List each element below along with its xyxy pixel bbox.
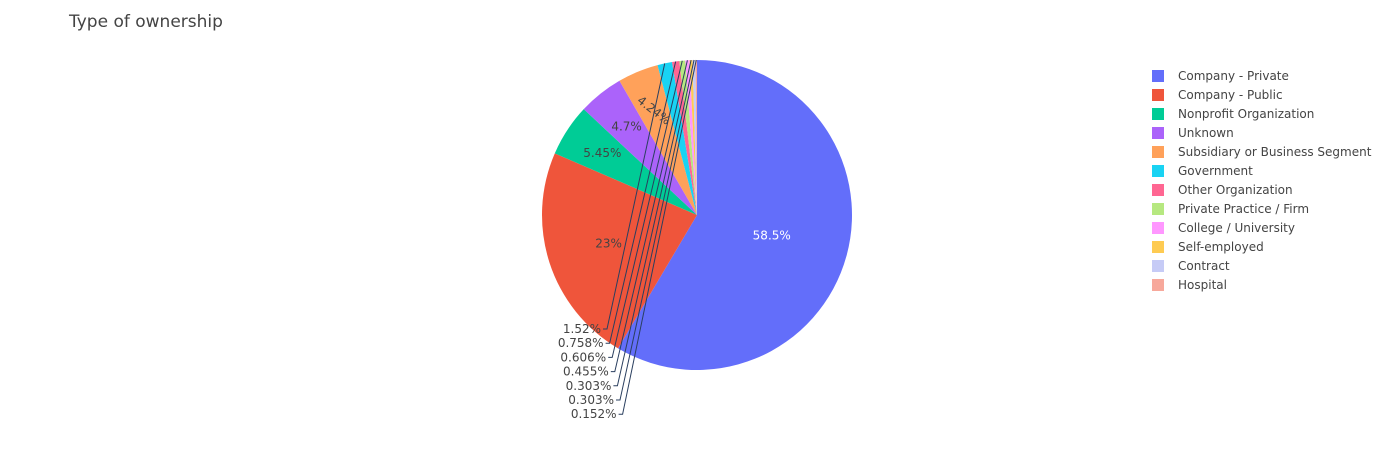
legend-label: Nonprofit Organization	[1178, 106, 1315, 121]
pie-slice-subsidiary-or-business-segment[interactable]	[619, 65, 697, 216]
pie-slice-self-employed[interactable]	[689, 60, 697, 215]
legend-item-self-employed[interactable]: Self-employed	[1152, 237, 1371, 256]
slice-label-hospital: 0.152%	[571, 407, 617, 421]
leader-line-government	[603, 63, 666, 330]
pie-slice-private-practice-firm[interactable]	[679, 60, 697, 216]
pie-slice-hospital[interactable]	[695, 60, 697, 215]
legend-label: Private Practice / Firm	[1178, 201, 1310, 216]
legend-item-other-organization[interactable]: Other Organization	[1152, 180, 1371, 199]
slice-label-private-practice-firm: 0.606%	[560, 350, 606, 364]
legend: Company - Private Company - Public Nonprof…	[1152, 66, 1371, 294]
legend-item-private-practice-firm[interactable]: Private Practice / Firm	[1152, 199, 1371, 218]
legend-label: College / University	[1178, 220, 1295, 235]
slice-label-other-organization: 0.758%	[558, 336, 604, 350]
slice-label-unknown: 4.7%	[611, 119, 642, 133]
pie-slice-nonprofit-organization[interactable]	[554, 109, 697, 215]
leader-line-college-university	[610, 60, 688, 373]
slice-label-college-university: 0.455%	[563, 365, 609, 379]
legend-label: Hospital	[1178, 277, 1227, 292]
legend-label: Government	[1178, 163, 1253, 178]
leader-line-contract	[616, 59, 695, 401]
legend-swatch	[1152, 202, 1164, 215]
legend-item-contract[interactable]: Contract	[1152, 256, 1371, 275]
legend-swatch	[1152, 88, 1164, 101]
legend-swatch	[1152, 164, 1164, 177]
legend-label: Other Organization	[1178, 182, 1293, 197]
legend-label: Self-employed	[1178, 239, 1264, 254]
leader-line-other-organization	[605, 61, 677, 344]
pie-slice-company-public[interactable]	[542, 153, 697, 349]
legend-label: Unknown	[1178, 125, 1234, 140]
slice-label-government: 1.52%	[563, 322, 601, 336]
legend-label: Company - Public	[1178, 87, 1283, 102]
legend-swatch	[1152, 183, 1164, 196]
legend-item-hospital[interactable]: Hospital	[1152, 275, 1371, 294]
pie-slice-company-private[interactable]	[618, 60, 852, 370]
leader-line-self-employed	[613, 60, 692, 387]
slice-label-company-public: 23%	[595, 237, 622, 251]
legend-swatch	[1152, 259, 1164, 272]
leader-line-private-practice-firm	[608, 60, 683, 358]
legend-item-company-private[interactable]: Company - Private	[1152, 66, 1371, 85]
legend-swatch	[1152, 145, 1164, 158]
legend-label: Company - Private	[1178, 68, 1289, 83]
slice-label-nonprofit-organization: 5.45%	[583, 146, 621, 160]
pie-slice-unknown[interactable]	[583, 80, 697, 215]
legend-swatch	[1152, 69, 1164, 82]
legend-label: Subsidiary or Business Segment	[1178, 144, 1372, 159]
legend-item-unknown[interactable]: Unknown	[1152, 123, 1371, 142]
legend-swatch	[1152, 240, 1164, 253]
legend-swatch	[1152, 126, 1164, 139]
legend-item-company-public[interactable]: Company - Public	[1152, 85, 1371, 104]
pie-slice-contract[interactable]	[692, 60, 697, 215]
legend-item-college-university[interactable]: College / University	[1152, 218, 1371, 237]
slice-label-company-private: 58.5%	[753, 228, 791, 242]
legend-item-nonprofit-organization[interactable]: Nonprofit Organization	[1152, 104, 1371, 123]
legend-swatch	[1152, 221, 1164, 234]
chart-title: Type of ownership	[69, 12, 223, 32]
legend-item-subsidiary-or-business-segment[interactable]: Subsidiary or Business Segment	[1152, 142, 1371, 161]
legend-label: Contract	[1178, 258, 1230, 273]
slice-label-self-employed: 0.303%	[566, 379, 612, 393]
legend-swatch	[1152, 107, 1164, 120]
leader-line-hospital	[618, 59, 697, 415]
slice-label-contract: 0.303%	[568, 393, 614, 407]
legend-swatch	[1152, 278, 1164, 291]
legend-item-government[interactable]: Government	[1152, 161, 1371, 180]
